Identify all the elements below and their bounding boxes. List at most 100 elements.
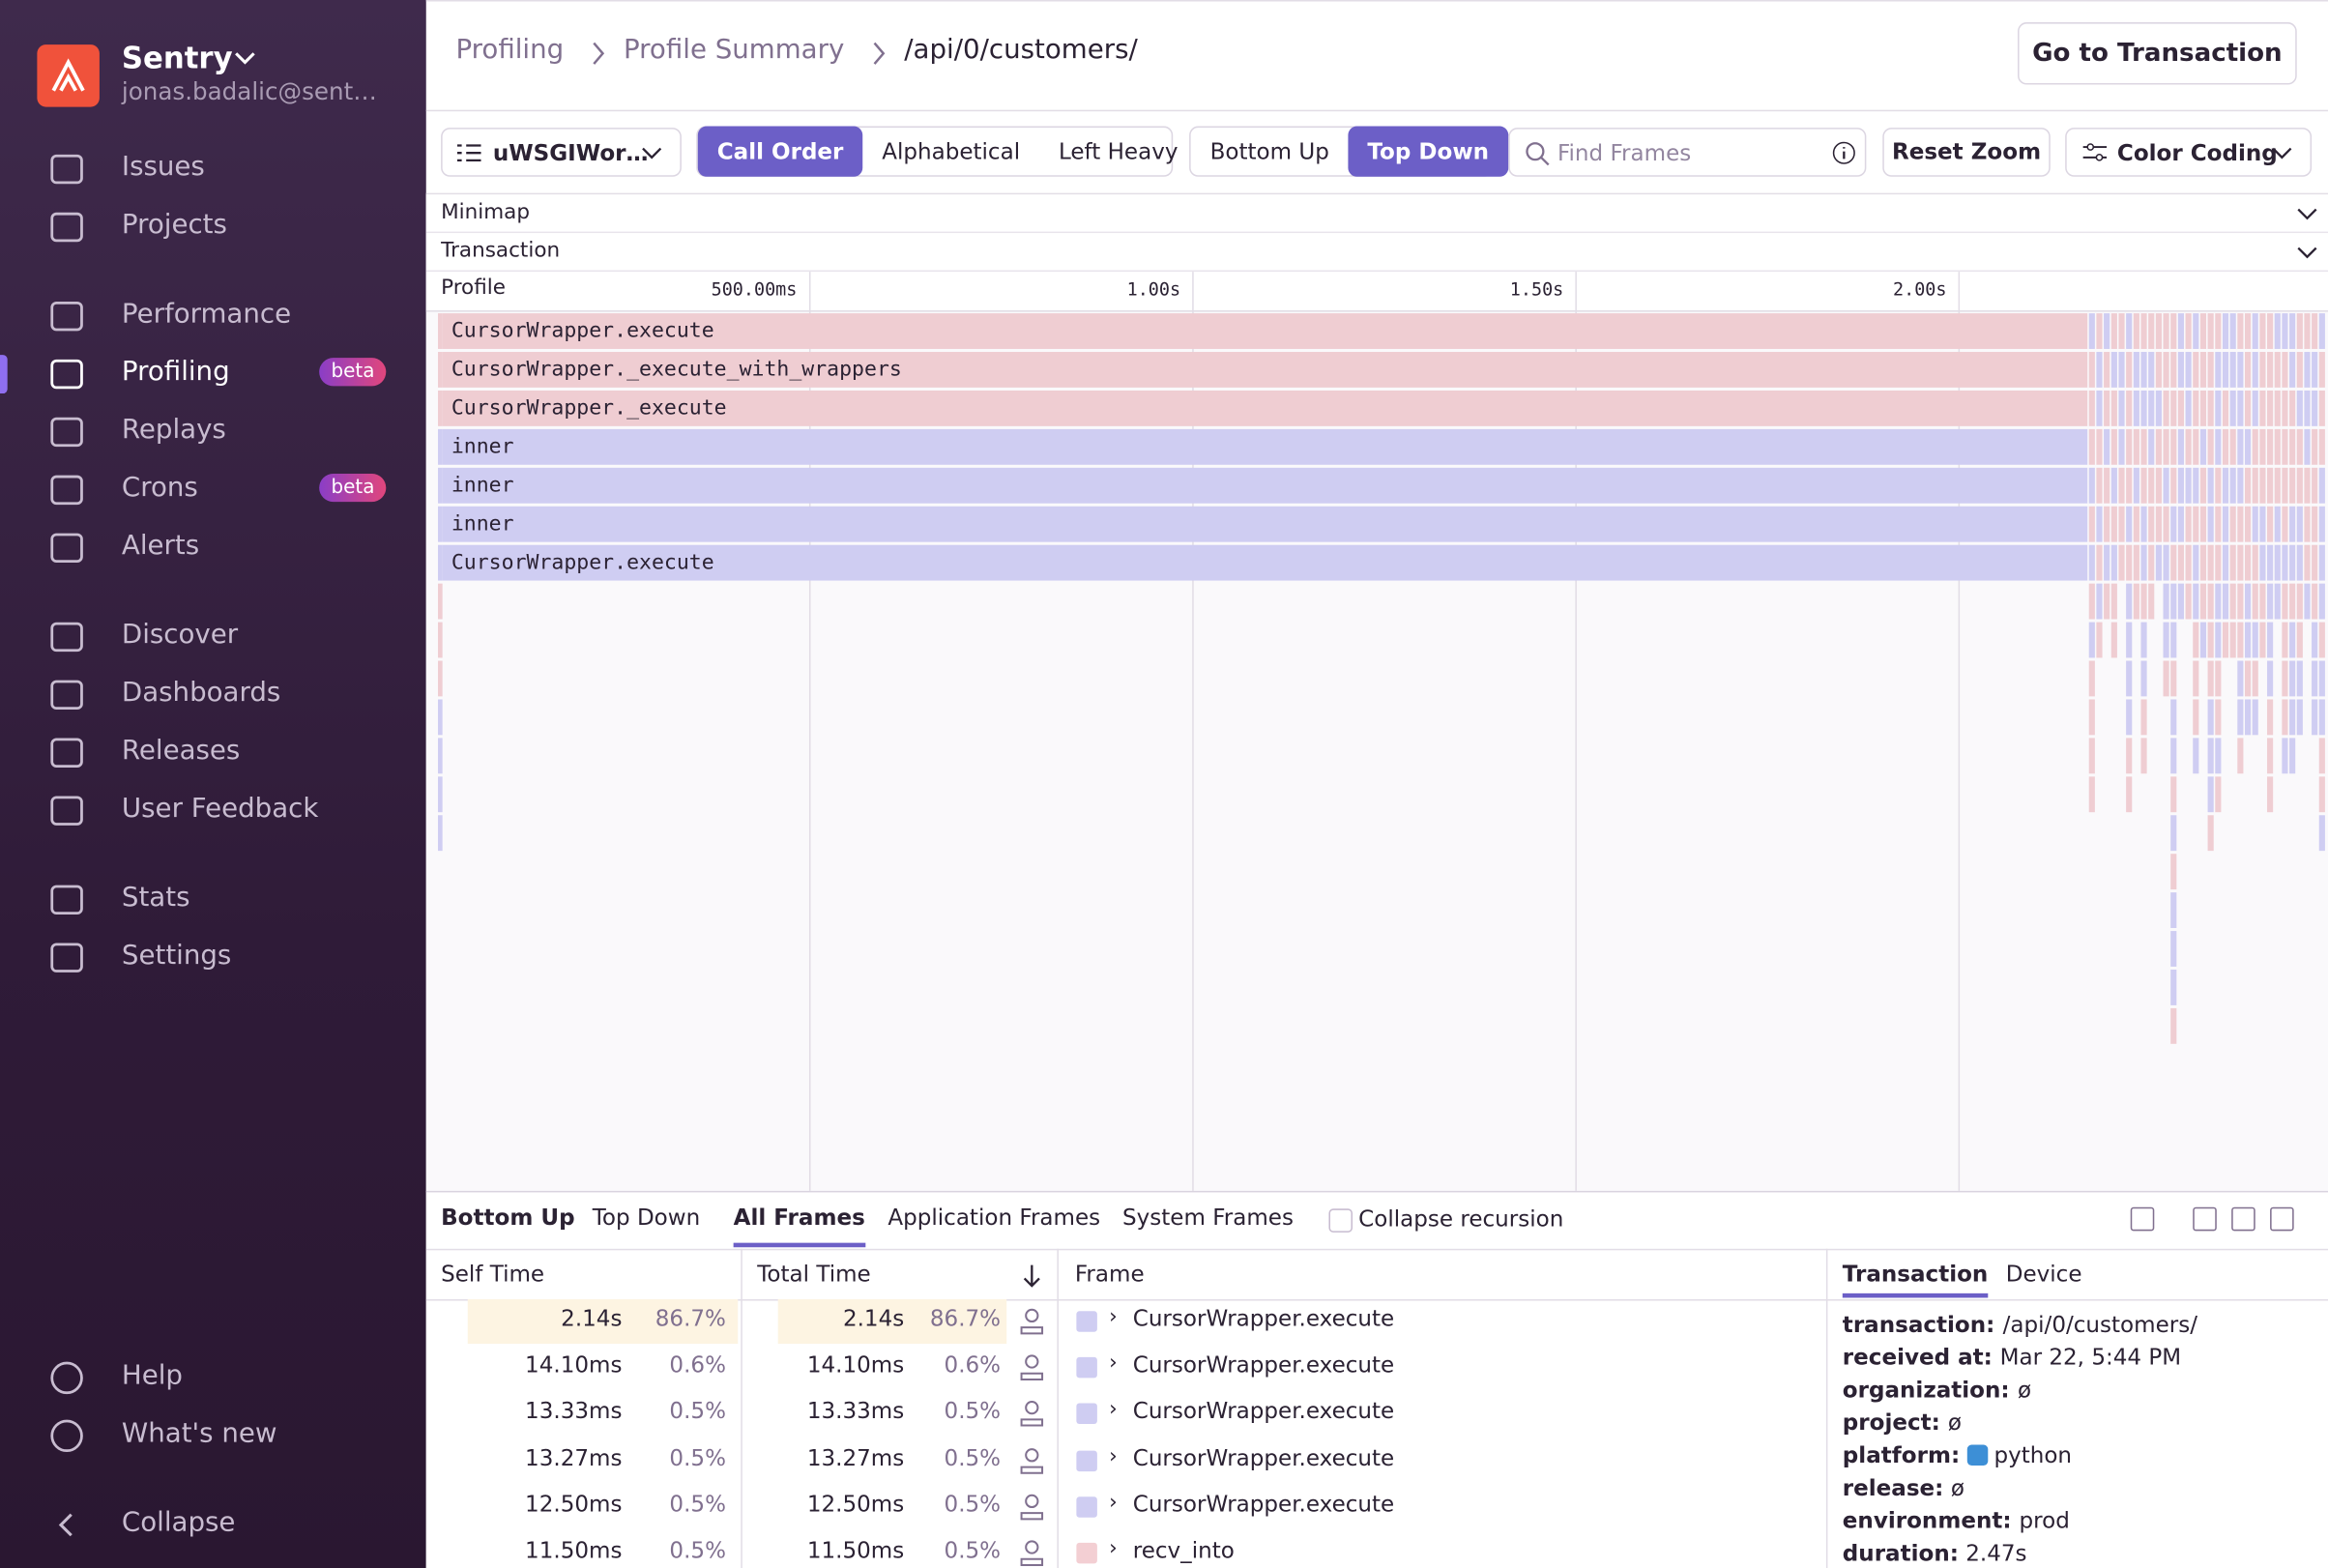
flame-frame-small [2237, 313, 2244, 349]
flame-frame-small [2096, 390, 2103, 426]
frame-name[interactable]: CursorWrapper.execute [1132, 1490, 1395, 1518]
search-icon [1526, 142, 1550, 166]
section-label[interactable]: Minimap [441, 200, 531, 224]
section-row [425, 233, 2328, 273]
flame-frame-small [2185, 544, 2192, 581]
footer-item[interactable]: Help [121, 1359, 183, 1392]
flame-frame-small [2185, 313, 2192, 349]
column-header[interactable]: Frame [1074, 1261, 1145, 1288]
segment-button[interactable]: Call Order [697, 126, 863, 177]
flame-frame-small [2282, 506, 2288, 542]
tree-tab[interactable]: Top Down [592, 1204, 701, 1232]
segment-button[interactable]: Left Heavy [1058, 137, 1179, 165]
call-tree-panel: Bottom Up Top Down All Frames Application F… [425, 1190, 2328, 1568]
column-header[interactable]: Self Time [441, 1261, 545, 1288]
flame-frame[interactable] [442, 352, 2088, 388]
frame-name[interactable]: CursorWrapper.execute [1132, 1305, 1395, 1332]
footer-item[interactable]: What's new [121, 1417, 277, 1450]
segment-button[interactable]: Alphabetical [882, 137, 1021, 165]
flame-frame-small [2274, 428, 2281, 465]
segment-button[interactable]: Bottom Up [1209, 137, 1329, 165]
flame-frame-small [2185, 506, 2192, 542]
flame-frame-small [2126, 660, 2133, 697]
flame-frame[interactable] [442, 506, 2088, 542]
flame-frame-small [2126, 738, 2133, 774]
time-grid-line [1575, 272, 1577, 1193]
nav-item[interactable]: Projects [121, 209, 227, 241]
column-header[interactable]: Total Time [757, 1261, 871, 1288]
nav-item[interactable]: Replays [121, 414, 226, 446]
panel-icon[interactable] [2130, 1206, 2155, 1232]
flame-frame-small [2267, 622, 2274, 658]
breadcrumb[interactable]: Profiling [455, 34, 565, 66]
panel-icon[interactable] [2231, 1206, 2255, 1232]
flame-frame-small [2252, 699, 2258, 736]
nav-item[interactable]: Stats [121, 882, 190, 914]
details-tab[interactable]: Transaction [1842, 1261, 1989, 1288]
nav-item[interactable]: Discover [121, 619, 239, 651]
flame-frame[interactable] [442, 390, 2088, 426]
flame-frame-small [2088, 622, 2095, 658]
flame-frame-small [2237, 622, 2244, 658]
frame-filter[interactable]: Application Frames [888, 1204, 1101, 1232]
details-tab[interactable]: Device [2005, 1261, 2082, 1288]
panel-icon[interactable] [2193, 1206, 2217, 1232]
footer-item[interactable]: Collapse [121, 1507, 236, 1539]
tree-tab[interactable]: Bottom Up [441, 1204, 575, 1232]
flame-frame-small [2318, 622, 2325, 658]
flame-frame-small [2207, 390, 2214, 426]
search-box[interactable]: Find Frames [1508, 128, 1867, 177]
nav-item[interactable]: User Feedback [121, 793, 319, 825]
cell: 0.5% [944, 1443, 1002, 1471]
frame-filter[interactable]: All Frames [733, 1204, 865, 1232]
thread-select[interactable]: uWSGIWor… [441, 128, 682, 177]
nav-item[interactable]: Settings [121, 940, 232, 972]
flame-frame[interactable] [442, 467, 2088, 504]
flame-frame-small [2237, 699, 2244, 736]
checkbox[interactable] [1328, 1208, 1353, 1233]
flame-frame-small [2126, 428, 2133, 465]
reset-zoom[interactable]: Reset Zoom [1882, 128, 2051, 177]
nav-item[interactable]: Dashboards [121, 677, 281, 709]
section-label[interactable]: Transaction [441, 239, 561, 263]
active-underline [1842, 1292, 1989, 1298]
org-name[interactable]: Sentry [121, 40, 233, 76]
nav-item[interactable]: Releases [121, 735, 241, 767]
cell: 0.6% [669, 1351, 726, 1379]
frame-filter[interactable]: System Frames [1121, 1204, 1295, 1232]
color-coding[interactable]: Color Coding [2065, 128, 2313, 177]
flame-frame[interactable] [442, 544, 2088, 581]
segment-button[interactable]: Top Down [1348, 126, 1508, 177]
nav-item[interactable]: Performance [121, 298, 292, 330]
flame-frame-small [2185, 583, 2192, 620]
flame-frame-small [2207, 699, 2214, 736]
nav-item[interactable]: Profiling [121, 356, 230, 388]
nav-item[interactable]: Alerts [121, 530, 200, 562]
logo[interactable] [37, 44, 100, 107]
nav-item[interactable]: Issues [121, 151, 205, 183]
frame-name[interactable]: recv_into [1132, 1536, 1235, 1564]
flame-frame[interactable] [442, 428, 2088, 465]
caret [2272, 147, 2292, 160]
frame-name[interactable]: CursorWrapper.execute [1132, 1443, 1395, 1471]
flame-frame-small [2229, 544, 2236, 581]
frame-label: CursorWrapper._execute_with_wrappers [451, 358, 902, 382]
section-row [425, 194, 2328, 234]
flame-frame[interactable] [442, 313, 2088, 349]
frame-name[interactable]: CursorWrapper.execute [1132, 1397, 1395, 1425]
flame-frame-small [2193, 506, 2199, 542]
frame-name[interactable]: CursorWrapper.execute [1132, 1351, 1395, 1379]
flamegraph[interactable]: Minimap Transaction Profile 500.00ms 1.00s 1.… [425, 192, 2328, 1193]
panel-icon[interactable] [2270, 1206, 2294, 1232]
cell: 0.5% [669, 1490, 726, 1518]
stack-edge [438, 506, 443, 542]
flame-frame-small [2193, 544, 2199, 581]
cell: 0.5% [669, 1536, 726, 1564]
flame-frame-small [2296, 622, 2303, 658]
nav-item[interactable]: Crons [121, 472, 198, 504]
flame-frame-small [2296, 699, 2303, 736]
breadcrumb[interactable]: Profile Summary [623, 34, 845, 66]
frame-swatch [1076, 1542, 1097, 1564]
go-to-transaction[interactable]: Go to Transaction [2018, 22, 2297, 85]
expand-caret: › [1109, 1305, 1118, 1329]
